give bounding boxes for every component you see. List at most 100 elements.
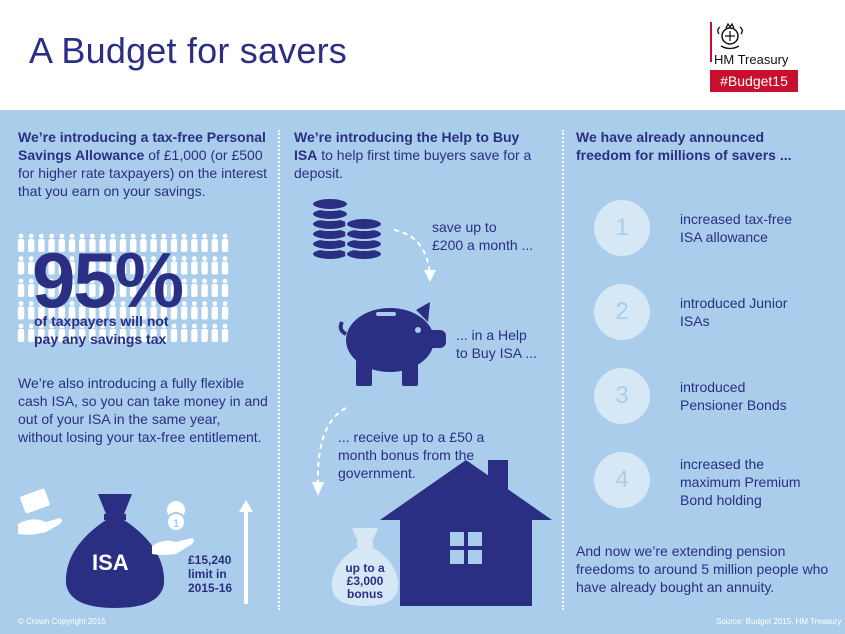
person-figure (221, 233, 229, 252)
copyright-note: © Crown Copyright 2015 (18, 617, 106, 626)
person-figure (130, 278, 137, 297)
list-number: 1 (594, 200, 650, 256)
person-figure (170, 233, 178, 252)
limit-arrow-icon (239, 500, 253, 604)
person-figure (17, 301, 25, 320)
person-figure (160, 323, 167, 342)
person-figure (160, 301, 167, 320)
person-figure (140, 256, 147, 275)
person-figure (109, 278, 116, 297)
dashed-arrow-icon (312, 407, 347, 496)
person-figure (191, 256, 198, 275)
person-figure (191, 301, 198, 320)
person-figure (191, 323, 198, 342)
person-figure (201, 323, 208, 342)
person-figure (221, 256, 229, 275)
savers-freedom-intro: We have already announced freedom for mi… (576, 129, 792, 163)
person-figure (79, 233, 86, 252)
percent-stat: 95% (32, 236, 184, 324)
person-figure (38, 301, 45, 320)
person-figure (201, 301, 208, 320)
isa-limit-text: £15,240 limit in 2015-16 (188, 553, 233, 595)
person-figure (48, 256, 55, 275)
list-item-text: increased the maximum Premium Bond holdi… (680, 456, 801, 508)
person-figure (109, 233, 116, 252)
savings-allowance-intro: We’re introducing a tax-free Personal Sa… (18, 129, 268, 199)
person-figure (181, 323, 188, 342)
person-figure (89, 301, 96, 320)
person-figure (191, 278, 198, 297)
person-figure (181, 278, 188, 297)
person-figure (17, 256, 25, 275)
person-figure (89, 256, 96, 275)
dashed-arrow-icon (393, 229, 436, 282)
person-figure (89, 278, 96, 297)
person-figure (130, 256, 137, 275)
person-figure (17, 323, 25, 342)
person-figure (58, 256, 65, 275)
person-figure (17, 233, 25, 252)
person-figure (170, 278, 178, 297)
person-figure (170, 301, 178, 320)
person-figure (160, 233, 167, 252)
person-figure (79, 278, 86, 297)
person-figure (150, 301, 157, 320)
brand-divider (710, 22, 712, 62)
person-figure (38, 256, 45, 275)
person-figure (58, 301, 65, 320)
brand-name: HM Treasury (714, 52, 789, 67)
person-figure (58, 278, 65, 297)
person-figure (68, 323, 76, 342)
person-figure (140, 233, 147, 252)
person-figure (89, 233, 96, 252)
person-figure (99, 301, 106, 320)
person-figure (38, 323, 45, 342)
person-figure (99, 256, 106, 275)
person-figure (58, 323, 65, 342)
person-figure (79, 301, 86, 320)
person-figure (109, 323, 116, 342)
percent-stat-caption: of taxpayers will not pay any savings ta… (34, 313, 169, 347)
person-figure (28, 323, 35, 342)
bonus-bag-label: up to a £3,000 bonus (345, 561, 385, 601)
person-figure (211, 278, 218, 297)
person-figure (119, 301, 127, 320)
list-number: 2 (594, 284, 650, 340)
person-figure (221, 323, 229, 342)
help-to-buy-intro: We’re introducing the Help to Buy ISA to… (294, 129, 532, 181)
person-figure (130, 323, 137, 342)
person-figure (79, 323, 86, 342)
person-figure (48, 278, 55, 297)
hashtag-badge: #Budget15 (710, 70, 798, 92)
coin-label: 1 (173, 518, 179, 530)
column-divider (278, 130, 280, 610)
step-bonus-text: ... receive up to a £50 a month bonus fr… (338, 429, 485, 481)
person-figure (48, 323, 55, 342)
person-figure (89, 323, 96, 342)
hand-card-icon (18, 488, 62, 535)
person-figure (181, 256, 188, 275)
person-figure (28, 256, 35, 275)
person-figure (211, 256, 218, 275)
person-figure (28, 301, 35, 320)
person-figure (150, 278, 157, 297)
person-figure (160, 278, 167, 297)
person-figure (119, 256, 127, 275)
house-icon (380, 460, 552, 606)
person-figure (170, 256, 178, 275)
person-figure (211, 323, 218, 342)
pension-freedoms-text: And now we’re extending pension freedoms… (576, 543, 829, 595)
list-number: 3 (594, 368, 650, 424)
hand-coins-icon: 1 (152, 501, 194, 555)
person-figure (38, 278, 45, 297)
person-figure (140, 278, 147, 297)
list-item-text: increased tax-free ISA allowance (680, 211, 793, 245)
flexible-isa-text: We’re also introducing a fully flexible … (18, 375, 268, 445)
person-figure (181, 233, 188, 252)
person-figure (17, 278, 25, 297)
person-figure (201, 233, 208, 252)
page-title: A Budget for savers (29, 30, 347, 71)
person-figure (68, 233, 76, 252)
person-figure (68, 278, 76, 297)
person-figure (191, 233, 198, 252)
